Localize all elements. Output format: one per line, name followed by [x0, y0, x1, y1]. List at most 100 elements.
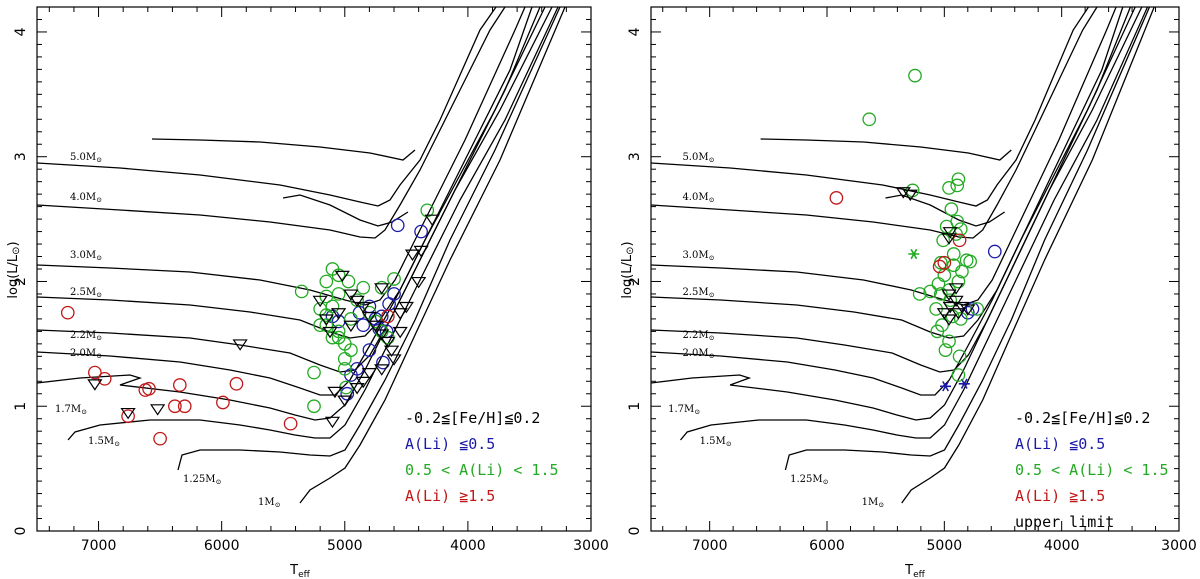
- left-mass-label-3: 2.5M⊙: [70, 287, 102, 299]
- left-track-1: [36, 6, 506, 239]
- right-data-points: [829, 68, 1002, 392]
- left-ylabel-sun-symbol: ⊙: [11, 246, 22, 254]
- right-series-2-point-15: [955, 264, 969, 279]
- left-series-2-point-4: [138, 383, 153, 397]
- right-series-2-point-32: [912, 287, 927, 301]
- left-y-tick-label-1: 1: [13, 402, 29, 411]
- left-track-9: [299, 6, 566, 504]
- left-series-0-point-11: [376, 355, 390, 370]
- right-x-tick-label-3: 4000: [1044, 538, 1080, 554]
- right-y-tick-label-4: 4: [627, 27, 643, 36]
- left-series-3-point-9: [331, 308, 347, 320]
- left-series-3-point-30: [392, 308, 408, 320]
- right-track-upper-branch: [760, 138, 1012, 161]
- left-mass-label-0: 5.0M⊙: [70, 152, 102, 164]
- right-y-axis-label: log(L/L⊙): [620, 241, 636, 298]
- left-series-1-point-18: [307, 399, 321, 414]
- right-series-2-point-20: [923, 284, 938, 299]
- right-series-5-point-7: [942, 301, 958, 314]
- left-series-3-point-11: [355, 301, 371, 314]
- left-series-3-point-24: [324, 416, 341, 429]
- right-legend-entry-2: 0.5 < A(Li) < 1.5: [1015, 461, 1169, 479]
- right-xlabel-sub: eff: [913, 570, 926, 579]
- right-y-tick-label-2: 2: [627, 277, 643, 286]
- left-series-1-point-31: [331, 287, 346, 301]
- left-series-1-point-29: [387, 272, 401, 286]
- left-legend-entry-0: -0.2≦[Fe/H]≦0.2: [405, 409, 540, 427]
- left-data-points: [60, 203, 440, 446]
- right-series-5-point-8: [950, 308, 967, 320]
- left-series-2-point-7: [121, 409, 135, 424]
- right-series-5-point-6: [954, 301, 970, 314]
- left-series-3-point-20: [355, 376, 371, 389]
- right-series-2-point-0: [908, 68, 922, 83]
- right-series-2-point-29: [952, 349, 967, 364]
- left-series-2-point-12: [283, 416, 298, 431]
- right-legend-entry-0: -0.2≦[Fe/H]≦0.2: [1015, 409, 1150, 427]
- left-mass-label-2: 3.0M⊙: [70, 250, 102, 262]
- left-series-3-point-21: [349, 383, 365, 395]
- right-x-tick-label-1: 6000: [809, 538, 845, 554]
- right-series-2-point-17: [951, 274, 966, 289]
- right-series-2-point-18: [931, 277, 946, 291]
- left-mass-label-8: 1.25M⊙: [183, 474, 222, 486]
- left-series-1-point-3: [341, 274, 356, 289]
- right-ylabel-sun-symbol: ⊙: [625, 246, 636, 254]
- right-series-5-point-10: [936, 308, 952, 320]
- right-mass-labels: 5.0M⊙ 4.0M⊙ 3.0M⊙ 2.5M⊙ 2.2M⊙ 2.0M⊙ 1.7M⊙ 1.5M⊙…: [668, 152, 884, 509]
- right-xlabel: T: [904, 563, 913, 578]
- left-series-3-point-3: [411, 276, 427, 289]
- left-track-5: [36, 6, 546, 396]
- right-legend-entry-4: upper limit: [1015, 513, 1114, 531]
- left-x-tick-label-0: 7000: [81, 538, 117, 554]
- left-legend-entry-3: A(Li) ≧1.5: [405, 487, 495, 505]
- left-series-2-point-6: [229, 376, 244, 391]
- right-series-5-point-1: [902, 189, 918, 202]
- left-x-tick-label-1: 6000: [204, 538, 240, 554]
- left-series-3-point-17: [386, 354, 402, 366]
- left-legend: -0.2≦[Fe/H]≦0.2 A(Li) ≦0.5 0.5 < A(Li) < 1…: [405, 409, 559, 505]
- right-mass-label-6: 1.7M⊙: [668, 404, 700, 416]
- right-legend: -0.2≦[Fe/H]≦0.2 A(Li) ≦0.5 0.5 < A(Li) < 1…: [1015, 409, 1169, 531]
- right-track-3: [650, 6, 1124, 339]
- left-series-0-point-12: [362, 343, 377, 357]
- left-series-0-point-9: [340, 386, 355, 401]
- left-series-1-point-27: [325, 299, 340, 314]
- right-track-8: [784, 6, 1151, 471]
- left-series-3-point-8: [322, 326, 338, 339]
- left-series-3-point-14: [374, 329, 390, 341]
- right-series-0-point-0: [987, 244, 1002, 259]
- right-series-2-point-12: [946, 247, 961, 261]
- left-panel: 5.0M⊙ 4.0M⊙ 3.0M⊙ 2.5M⊙ 2.2M⊙ 2.0M⊙ 1.7M⊙ 1.5M⊙…: [6, 6, 609, 579]
- left-series-3-point-31: [343, 320, 359, 333]
- left-series-1-point-11: [325, 330, 340, 345]
- left-mass-label-6: 1.7M⊙: [55, 404, 87, 416]
- right-y-tick-label-0: 0: [627, 527, 643, 536]
- left-series-3-point-5: [343, 289, 359, 301]
- left-series-3-point-19: [361, 368, 378, 380]
- right-series-4-point-1: [952, 233, 967, 248]
- left-y-tick-label-3: 3: [13, 152, 29, 161]
- right-series-5-point-4: [941, 289, 957, 301]
- right-mass-label-1: 4.0M⊙: [682, 192, 714, 204]
- right-track-4: [650, 6, 1132, 373]
- left-legend-entry-2: 0.5 < A(Li) < 1.5: [405, 461, 559, 479]
- left-series-1-point-14: [331, 330, 346, 345]
- right-series-5-point-3: [941, 233, 957, 245]
- right-series-2-point-3: [950, 178, 965, 193]
- left-y-tick-label-2: 2: [13, 277, 29, 286]
- left-track-7: [67, 6, 559, 441]
- right-series-2-point-27: [942, 334, 956, 349]
- right-panel: 5.0M⊙ 4.0M⊙ 3.0M⊙ 2.5M⊙ 2.2M⊙ 2.0M⊙ 1.7M⊙ 1.5M⊙…: [620, 6, 1197, 579]
- left-track-6: [36, 6, 553, 421]
- right-series-4-point-3: [932, 259, 947, 274]
- left-series-1-point-19: [307, 365, 321, 380]
- left-mass-label-4: 2.2M⊙: [70, 330, 102, 342]
- right-series-0-point-1: [965, 302, 980, 316]
- left-series-3-point-28: [120, 407, 136, 420]
- left-series-3-point-2: [404, 249, 421, 261]
- left-series-2-point-2: [97, 371, 112, 386]
- left-series-2-point-11: [153, 431, 167, 446]
- right-track-0: [650, 6, 1090, 207]
- right-mass-label-5: 2.0M⊙: [682, 348, 714, 360]
